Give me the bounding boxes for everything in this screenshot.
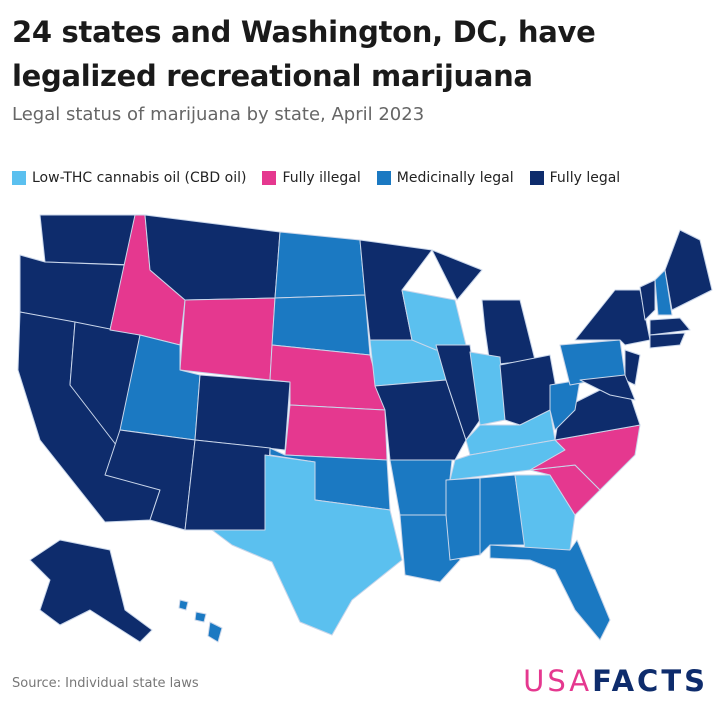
state xyxy=(529,424,641,491)
state xyxy=(179,297,276,381)
state xyxy=(207,621,223,643)
state xyxy=(639,279,656,321)
legend-label: Fully legal xyxy=(549,170,621,186)
state xyxy=(664,229,713,311)
state xyxy=(194,611,207,623)
state xyxy=(514,474,576,551)
state xyxy=(574,289,651,346)
legend-label: Fully illegal xyxy=(282,170,361,186)
state xyxy=(489,539,611,641)
state xyxy=(184,439,271,531)
legend-swatch xyxy=(262,171,277,185)
legend-label: Medicinally legal xyxy=(396,170,514,186)
state xyxy=(649,317,691,336)
legend-item: Low-THC cannabis oil (CBD oil) xyxy=(12,170,246,186)
state xyxy=(479,474,526,556)
state xyxy=(178,599,189,611)
title: 24 states and Washington, DC, have legal… xyxy=(12,15,596,93)
legend-item: Fully illegal xyxy=(262,170,361,186)
source: Source: Individual state laws xyxy=(12,676,199,691)
logo: USAFACTS xyxy=(523,664,708,698)
logo-facts: FACTS xyxy=(592,664,708,698)
state xyxy=(29,539,153,643)
state xyxy=(654,269,673,316)
state xyxy=(211,454,403,636)
logo-usa: USA xyxy=(523,664,593,698)
state xyxy=(274,231,366,299)
state xyxy=(579,374,636,401)
legend-swatch xyxy=(376,171,391,185)
state xyxy=(624,349,641,386)
state xyxy=(194,374,291,451)
state xyxy=(435,344,481,441)
legend-item: Fully legal xyxy=(529,170,621,186)
state xyxy=(649,332,686,349)
subtitle: Legal status of marijuana by state, Apri… xyxy=(12,104,425,125)
legend-item: Medicinally legal xyxy=(376,170,514,186)
state xyxy=(39,214,136,266)
legend-swatch xyxy=(12,171,26,185)
legend: Low-THC cannabis oil (CBD oil) Fully ille… xyxy=(12,170,620,186)
legend-label: Low-THC cannabis oil (CBD oil) xyxy=(32,170,247,186)
state xyxy=(284,404,388,461)
state xyxy=(399,514,461,583)
state xyxy=(431,249,483,301)
state xyxy=(389,459,453,516)
us-map xyxy=(17,214,713,643)
legend-swatch xyxy=(529,171,544,185)
state xyxy=(445,477,481,561)
